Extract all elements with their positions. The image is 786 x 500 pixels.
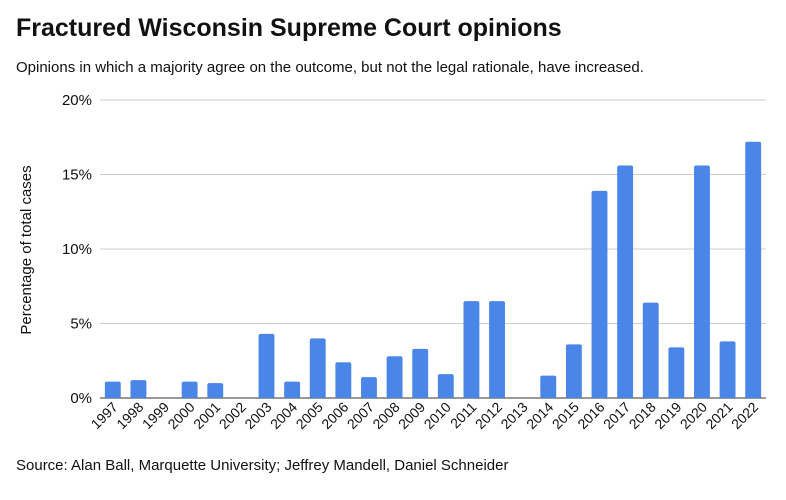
bar — [258, 333, 275, 398]
bar — [540, 375, 557, 398]
y-axis-label: Percentage of total cases — [18, 165, 35, 334]
x-tick-label: 2021 — [702, 399, 735, 432]
x-tick-label: 2004 — [267, 399, 300, 432]
x-tick-label: 2008 — [369, 399, 402, 432]
x-tick-label: 2005 — [293, 399, 326, 432]
x-tick-label: 2006 — [318, 399, 351, 432]
bar — [617, 165, 634, 398]
x-tick-label: 2015 — [549, 399, 582, 432]
bar — [335, 362, 352, 398]
x-tick-label: 2007 — [344, 399, 377, 432]
bar — [181, 381, 198, 398]
bar — [668, 347, 685, 398]
bar — [284, 381, 301, 398]
x-tick-label: 2010 — [421, 399, 454, 432]
bar — [694, 165, 710, 398]
x-tick-label: 2002 — [216, 399, 249, 432]
x-tick-label: 2019 — [651, 399, 684, 432]
x-tick-label: 2022 — [728, 399, 761, 432]
x-tick-label: 1997 — [88, 399, 121, 432]
x-tick-label: 2020 — [677, 399, 710, 432]
x-tick-label: 2003 — [241, 399, 274, 432]
bar — [437, 374, 454, 398]
bar — [104, 381, 121, 398]
bar — [130, 380, 147, 398]
x-tick-label: 1998 — [113, 399, 146, 432]
y-tick-label: 20% — [62, 92, 92, 109]
bar — [412, 348, 429, 398]
x-tick-label: 2017 — [600, 399, 633, 432]
bar — [361, 377, 377, 398]
bar — [745, 141, 762, 398]
x-tick-label: 2016 — [574, 399, 607, 432]
x-tick-label: 2000 — [164, 399, 197, 432]
x-tick-label: 2011 — [447, 399, 480, 432]
bar — [591, 190, 608, 398]
x-tick-label: 2001 — [190, 399, 223, 432]
x-tick-label: 1999 — [139, 399, 172, 432]
bar — [719, 341, 736, 398]
x-tick-label: 2009 — [395, 399, 428, 432]
bar — [309, 338, 326, 398]
x-tick-label: 2012 — [472, 399, 505, 432]
chart-subtitle: Opinions in which a majority agree on th… — [16, 59, 644, 76]
bar — [463, 301, 480, 398]
bar — [642, 302, 659, 398]
y-tick-label: 0% — [70, 390, 92, 407]
bar — [386, 356, 403, 398]
y-tick-label: 15% — [62, 167, 92, 184]
bar — [207, 383, 224, 398]
y-tick-label: 5% — [70, 316, 92, 333]
bar — [489, 301, 505, 398]
x-tick-label: 2014 — [523, 399, 556, 432]
x-tick-label: 2013 — [497, 399, 530, 432]
source-note: Source: Alan Ball, Marquette University;… — [16, 457, 508, 474]
x-tick-label: 2018 — [626, 399, 659, 432]
y-tick-label: 10% — [62, 241, 92, 258]
chart-title: Fractured Wisconsin Supreme Court opinio… — [16, 14, 562, 42]
bar — [565, 344, 582, 398]
